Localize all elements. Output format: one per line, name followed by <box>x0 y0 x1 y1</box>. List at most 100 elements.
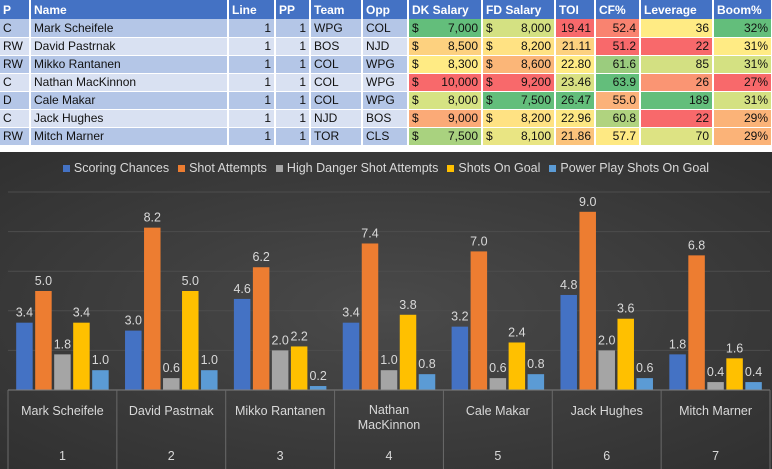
cell-team[interactable]: NJD <box>310 109 363 128</box>
cell-toi[interactable]: 22.80 <box>555 55 596 74</box>
cell-opp[interactable]: NJD <box>362 37 409 56</box>
cell-lev[interactable]: 36 <box>640 19 714 38</box>
cell-cf[interactable]: 51.2 <box>595 37 641 56</box>
cell-toi[interactable]: 21.86 <box>555 127 596 146</box>
legend-item[interactable]: Shots On Goal <box>447 161 540 175</box>
cell-cf[interactable]: 60.8 <box>595 109 641 128</box>
table-row[interactable]: C Nathan MacKinnon 1 1 COL WPG $10,000 $9,200 23… <box>0 73 772 92</box>
cell-p[interactable]: C <box>0 19 31 38</box>
cell-boom[interactable]: 31% <box>713 55 772 74</box>
cell-opp[interactable]: COL <box>362 19 409 38</box>
cell-team[interactable]: COL <box>310 55 363 74</box>
cell-cf[interactable]: 52.4 <box>595 19 641 38</box>
legend-item[interactable]: Scoring Chances <box>62 161 169 175</box>
cell-lev[interactable]: 22 <box>640 109 714 128</box>
cell-cf[interactable]: 63.9 <box>595 73 641 92</box>
cell-line[interactable]: 1 <box>228 37 276 56</box>
cell-fd[interactable]: $8,200 <box>482 37 556 56</box>
cell-p[interactable]: C <box>0 109 31 128</box>
cell-dk[interactable]: $8,300 <box>408 55 483 74</box>
cell-toi[interactable]: 23.46 <box>555 73 596 92</box>
column-header[interactable]: P <box>0 0 31 19</box>
legend-item[interactable]: Shot Attempts <box>178 161 267 175</box>
cell-team[interactable]: WPG <box>310 19 363 38</box>
cell-name[interactable]: Jack Hughes <box>30 109 229 128</box>
table-row[interactable]: C Jack Hughes 1 1 NJD BOS $9,000 $8,200 22.96 60.… <box>0 109 772 128</box>
cell-team[interactable]: TOR <box>310 127 363 146</box>
column-header[interactable]: Team <box>310 0 363 19</box>
legend-item[interactable]: Power Play Shots On Goal <box>549 161 709 175</box>
cell-opp[interactable]: CLS <box>362 127 409 146</box>
cell-name[interactable]: Cale Makar <box>30 91 229 110</box>
cell-name[interactable]: David Pastrnak <box>30 37 229 56</box>
cell-fd[interactable]: $8,000 <box>482 19 556 38</box>
cell-lev[interactable]: 26 <box>640 73 714 92</box>
cell-p[interactable]: RW <box>0 55 31 74</box>
column-header[interactable]: FD Salary <box>482 0 556 19</box>
column-header[interactable]: TOI <box>555 0 596 19</box>
cell-line[interactable]: 1 <box>228 73 276 92</box>
cell-pp[interactable]: 1 <box>275 109 311 128</box>
cell-team[interactable]: COL <box>310 73 363 92</box>
cell-opp[interactable]: WPG <box>362 91 409 110</box>
cell-name[interactable]: Mark Scheifele <box>30 19 229 38</box>
table-row[interactable]: C Mark Scheifele 1 1 WPG COL $7,000 $8,000 19.41… <box>0 19 772 38</box>
cell-dk[interactable]: $7,500 <box>408 127 483 146</box>
cell-pp[interactable]: 1 <box>275 55 311 74</box>
cell-fd[interactable]: $8,200 <box>482 109 556 128</box>
cell-toi[interactable]: 22.96 <box>555 109 596 128</box>
cell-line[interactable]: 1 <box>228 19 276 38</box>
cell-cf[interactable]: 57.7 <box>595 127 641 146</box>
column-header[interactable]: DK Salary <box>408 0 483 19</box>
column-header[interactable]: Name <box>30 0 229 19</box>
cell-lev[interactable]: 189 <box>640 91 714 110</box>
cell-lev[interactable]: 70 <box>640 127 714 146</box>
cell-line[interactable]: 1 <box>228 109 276 128</box>
cell-opp[interactable]: WPG <box>362 73 409 92</box>
cell-pp[interactable]: 1 <box>275 127 311 146</box>
cell-p[interactable]: RW <box>0 127 31 146</box>
cell-lev[interactable]: 22 <box>640 37 714 56</box>
cell-pp[interactable]: 1 <box>275 73 311 92</box>
table-row[interactable]: RW Mikko Rantanen 1 1 COL WPG $8,300 $8,600 22.8… <box>0 55 772 74</box>
table-row[interactable]: RW David Pastrnak 1 1 BOS NJD $8,500 $8,200 21.1… <box>0 37 772 56</box>
cell-team[interactable]: BOS <box>310 37 363 56</box>
cell-p[interactable]: RW <box>0 37 31 56</box>
cell-dk[interactable]: $9,000 <box>408 109 483 128</box>
cell-name[interactable]: Mitch Marner <box>30 127 229 146</box>
table-row[interactable]: RW Mitch Marner 1 1 TOR CLS $7,500 $8,100 21.86 5… <box>0 127 772 146</box>
legend-item[interactable]: High Danger Shot Attempts <box>275 161 438 175</box>
column-header[interactable]: PP <box>275 0 311 19</box>
cell-name[interactable]: Mikko Rantanen <box>30 55 229 74</box>
cell-dk[interactable]: $8,000 <box>408 91 483 110</box>
cell-fd[interactable]: $8,100 <box>482 127 556 146</box>
cell-pp[interactable]: 1 <box>275 91 311 110</box>
cell-fd[interactable]: $7,500 <box>482 91 556 110</box>
cell-team[interactable]: COL <box>310 91 363 110</box>
column-header[interactable]: Line <box>228 0 276 19</box>
cell-boom[interactable]: 31% <box>713 37 772 56</box>
cell-cf[interactable]: 55.0 <box>595 91 641 110</box>
cell-lev[interactable]: 85 <box>640 55 714 74</box>
column-header[interactable]: Leverage <box>640 0 714 19</box>
cell-pp[interactable]: 1 <box>275 37 311 56</box>
cell-boom[interactable]: 32% <box>713 19 772 38</box>
cell-dk[interactable]: $10,000 <box>408 73 483 92</box>
cell-opp[interactable]: BOS <box>362 109 409 128</box>
column-header[interactable]: Opp <box>362 0 409 19</box>
cell-p[interactable]: D <box>0 91 31 110</box>
cell-toi[interactable]: 19.41 <box>555 19 596 38</box>
cell-boom[interactable]: 27% <box>713 73 772 92</box>
cell-boom[interactable]: 31% <box>713 91 772 110</box>
cell-pp[interactable]: 1 <box>275 19 311 38</box>
cell-line[interactable]: 1 <box>228 127 276 146</box>
cell-dk[interactable]: $7,000 <box>408 19 483 38</box>
cell-line[interactable]: 1 <box>228 91 276 110</box>
cell-fd[interactable]: $8,600 <box>482 55 556 74</box>
cell-fd[interactable]: $9,200 <box>482 73 556 92</box>
cell-name[interactable]: Nathan MacKinnon <box>30 73 229 92</box>
cell-opp[interactable]: WPG <box>362 55 409 74</box>
cell-p[interactable]: C <box>0 73 31 92</box>
cell-dk[interactable]: $8,500 <box>408 37 483 56</box>
column-header[interactable]: CF% <box>595 0 641 19</box>
